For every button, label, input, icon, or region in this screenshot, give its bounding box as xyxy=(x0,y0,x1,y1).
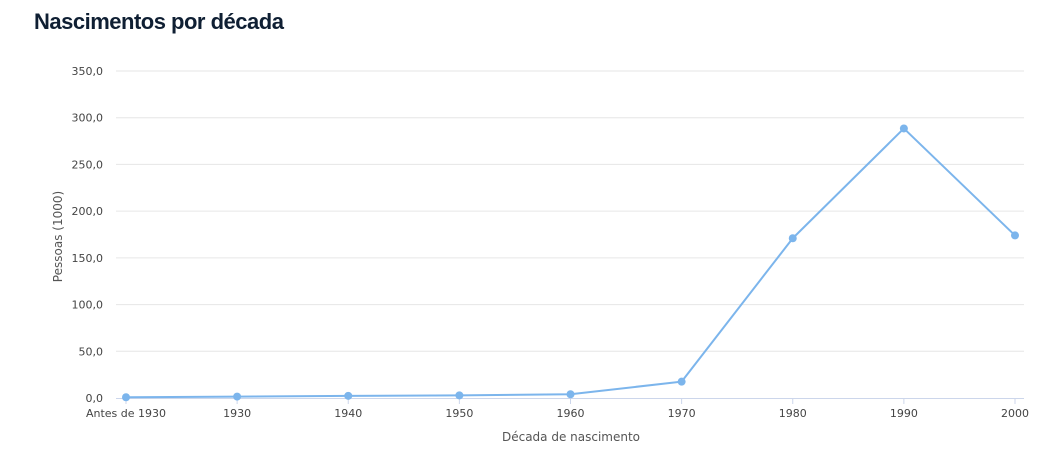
series-line xyxy=(125,127,1016,399)
y-axis-title: Pessoas (1000) xyxy=(51,191,65,282)
x-axis-ticks: Antes de 1930 1930 1940 1950 1960 1970 1980 199… xyxy=(86,398,1029,420)
x-tick-label: 1950 xyxy=(445,407,473,420)
data-point[interactable] xyxy=(1011,231,1019,240)
x-tick-label: 1960 xyxy=(557,407,585,420)
y-tick-label: 300,0 xyxy=(72,112,104,125)
x-tick-label: 1990 xyxy=(890,407,918,420)
x-axis-title: Década de nascimento xyxy=(502,430,640,444)
y-tick-label: 100,0 xyxy=(72,299,104,312)
data-point[interactable] xyxy=(122,393,130,402)
y-tick-label: 250,0 xyxy=(72,158,104,171)
x-tick-label: 2000 xyxy=(1001,407,1029,420)
x-tick-label: 1970 xyxy=(668,407,696,420)
data-point[interactable] xyxy=(455,391,464,400)
data-point[interactable] xyxy=(566,390,575,399)
y-tick-label: 150,0 xyxy=(72,252,104,265)
chart-title: Nascimentos por década xyxy=(34,9,284,34)
data-point[interactable] xyxy=(344,391,353,400)
y-axis-ticks: 0,0 50,0 100,0 150,0 200,0 250,0 300,0 350,0 xyxy=(72,65,104,405)
data-point[interactable] xyxy=(233,392,242,401)
y-tick-label: 0,0 xyxy=(86,392,104,405)
series-group xyxy=(122,124,1019,402)
y-tick-label: 200,0 xyxy=(72,205,104,218)
x-tick-label: 1940 xyxy=(334,407,362,420)
data-point[interactable] xyxy=(899,124,908,133)
x-tick-label: 1930 xyxy=(223,407,251,420)
data-point[interactable] xyxy=(788,234,797,243)
grid-lines xyxy=(116,70,1024,352)
y-tick-label: 50,0 xyxy=(79,345,104,358)
x-tick-label: Antes de 1930 xyxy=(86,407,166,420)
x-tick-label: 1980 xyxy=(779,407,807,420)
data-point[interactable] xyxy=(677,377,686,386)
y-tick-label: 350,0 xyxy=(72,65,104,78)
